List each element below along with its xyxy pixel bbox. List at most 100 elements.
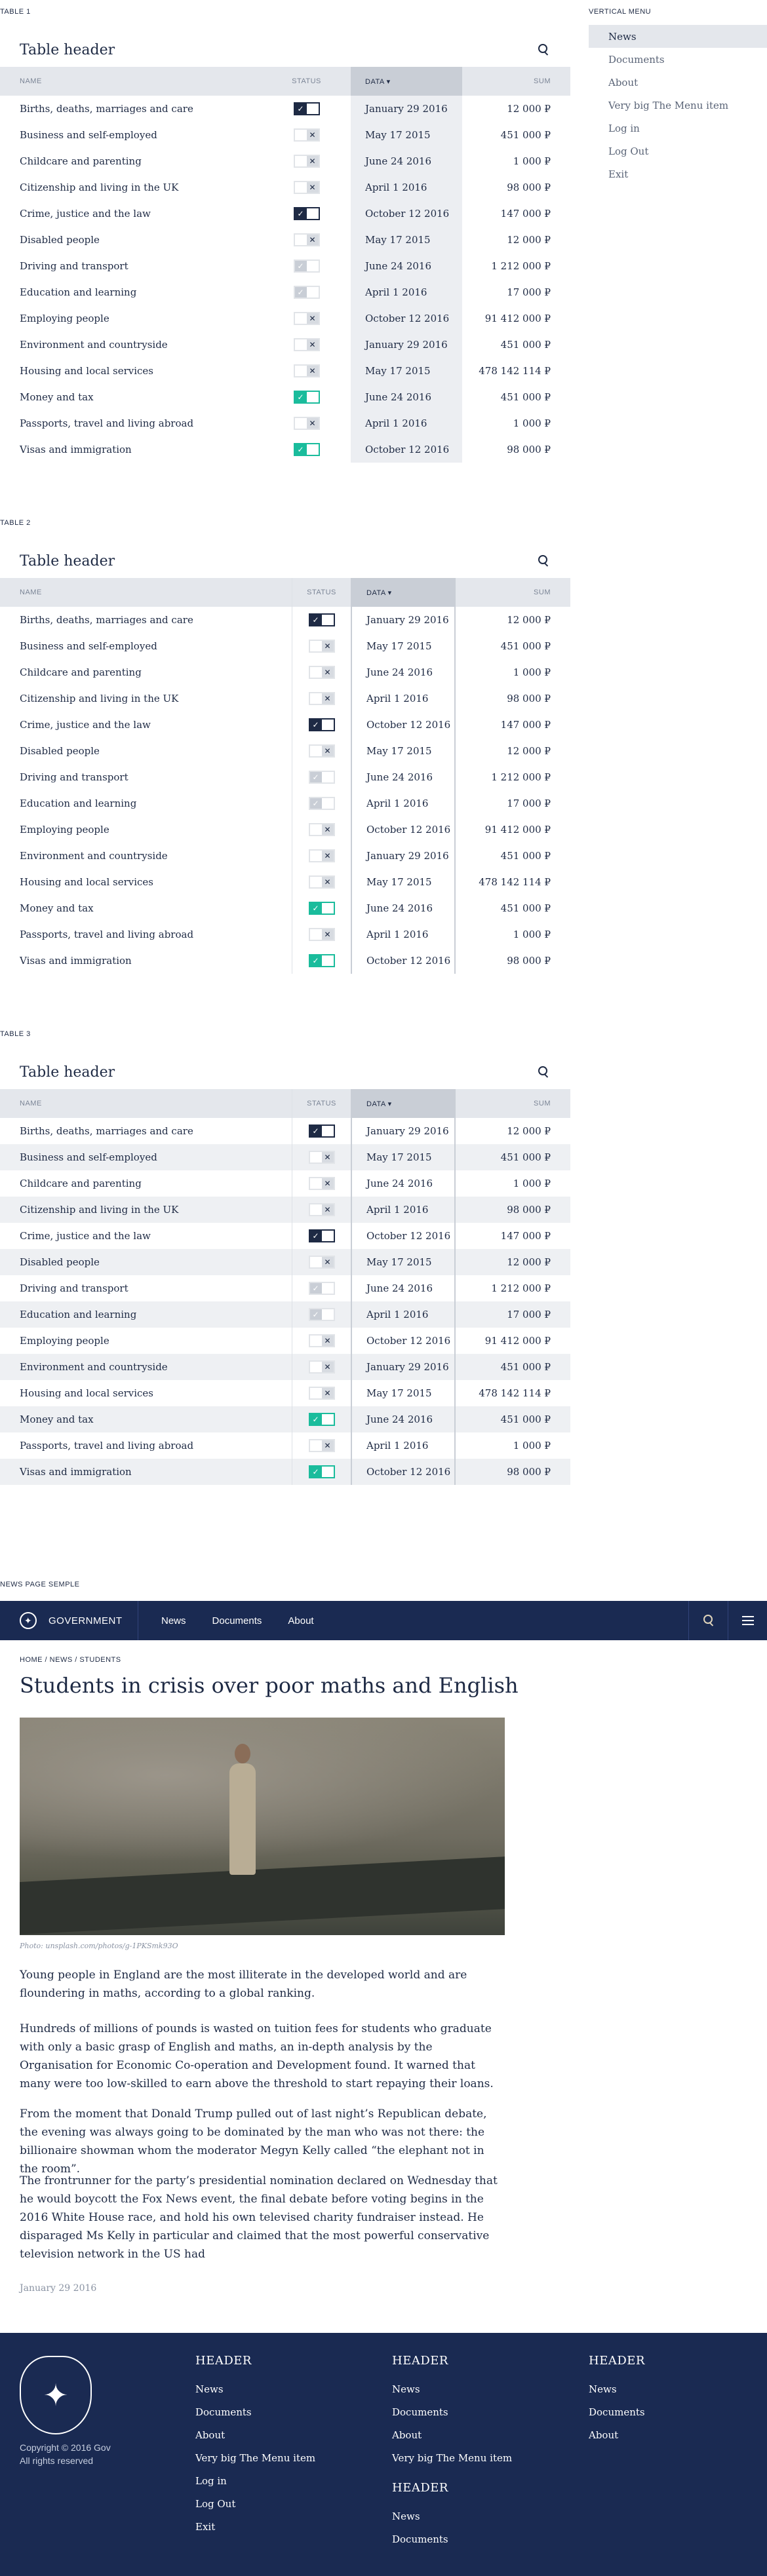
footer-link[interactable]: Documents	[195, 2406, 252, 2418]
status-toggle[interactable]: ✕	[293, 417, 320, 430]
table-row[interactable]: Environment and countryside ✕ January 29 2…	[0, 843, 570, 869]
footer-link[interactable]: Documents	[589, 2406, 645, 2418]
table-row[interactable]: Disabled people ✕ May 17 2015 12 000 ₽	[0, 738, 570, 764]
table-row[interactable]: Business and self-employed ✕ May 17 2015 45…	[0, 122, 570, 148]
table-row[interactable]: Housing and local services ✕ May 17 2015 47…	[0, 358, 570, 384]
status-toggle[interactable]: ✕	[293, 338, 320, 351]
table-row[interactable]: Passports, travel and living abroad ✕ Apri…	[0, 1432, 570, 1459]
table-row[interactable]: Business and self-employed ✕ May 17 2015 45…	[0, 1144, 570, 1170]
status-toggle[interactable]: ✓	[308, 797, 335, 810]
status-toggle[interactable]: ✓	[293, 102, 320, 115]
status-toggle[interactable]: ✕	[293, 155, 320, 168]
table-row[interactable]: Births, deaths, marriages and care ✓ Janua…	[0, 96, 570, 122]
column-header-sum[interactable]: SUM	[534, 588, 551, 596]
column-header-status[interactable]: STATUS	[292, 578, 351, 607]
status-toggle[interactable]: ✓	[308, 954, 335, 967]
status-toggle[interactable]: ✓	[308, 1308, 335, 1321]
status-toggle[interactable]: ✕	[293, 181, 320, 194]
table-row[interactable]: Education and learning ✓ April 1 2016 17 00…	[0, 790, 570, 817]
nav-search-button[interactable]	[688, 1601, 728, 1640]
status-toggle[interactable]: ✕	[308, 744, 335, 758]
footer-link[interactable]: Documents	[392, 2533, 448, 2545]
table-row[interactable]: Disabled people ✕ May 17 2015 12 000 ₽	[0, 227, 570, 253]
table-row[interactable]: Childcare and parenting ✕ June 24 2016 1 00…	[0, 659, 570, 685]
table-row[interactable]: Housing and local services ✕ May 17 2015 47…	[0, 1380, 570, 1406]
search-icon[interactable]	[536, 1065, 551, 1079]
table-row[interactable]: Business and self-employed ✕ May 17 2015 45…	[0, 633, 570, 659]
status-toggle[interactable]: ✕	[308, 928, 335, 941]
status-toggle[interactable]: ✕	[293, 312, 320, 325]
footer-link[interactable]: Exit	[195, 2520, 216, 2533]
table-row[interactable]: Crime, justice and the law ✓ October 12 20…	[0, 201, 570, 227]
footer-link[interactable]: Very big The Menu item	[392, 2451, 513, 2464]
vmenu-item[interactable]: Exit	[608, 168, 629, 180]
table-row[interactable]: Passports, travel and living abroad ✕ Apri…	[0, 410, 570, 436]
vmenu-item[interactable]: Log Out	[608, 145, 649, 157]
column-header-data[interactable]: DATA ▾	[351, 1089, 456, 1118]
table-row[interactable]: Births, deaths, marriages and care ✓ Janua…	[0, 607, 570, 633]
column-header-data[interactable]: DATA ▾	[351, 578, 456, 607]
table-row[interactable]: Childcare and parenting ✕ June 24 2016 1 00…	[0, 1170, 570, 1197]
status-toggle[interactable]: ✓	[293, 260, 320, 273]
status-toggle[interactable]: ✕	[308, 1151, 335, 1164]
footer-link[interactable]: News	[392, 2510, 420, 2522]
status-toggle[interactable]: ✓	[308, 902, 335, 915]
table-row[interactable]: Money and tax ✓ June 24 2016 451 000 ₽	[0, 384, 570, 410]
vmenu-item[interactable]: News	[589, 25, 767, 48]
table-row[interactable]: Citizenship and living in the UK ✕ April 1…	[0, 685, 570, 712]
status-toggle[interactable]: ✓	[308, 1125, 335, 1138]
status-toggle[interactable]: ✓	[308, 1229, 335, 1242]
table-row[interactable]: Passports, travel and living abroad ✕ Apri…	[0, 921, 570, 948]
status-toggle[interactable]: ✕	[308, 1334, 335, 1347]
status-toggle[interactable]: ✓	[308, 1282, 335, 1295]
search-icon[interactable]	[536, 554, 551, 568]
table-row[interactable]: Visas and immigration ✓ October 12 2016 98 …	[0, 436, 570, 463]
table-row[interactable]: Money and tax ✓ June 24 2016 451 000 ₽	[0, 895, 570, 921]
status-toggle[interactable]: ✕	[308, 1256, 335, 1269]
footer-link[interactable]: Very big The Menu item	[195, 2451, 316, 2464]
status-toggle[interactable]: ✕	[293, 128, 320, 142]
status-toggle[interactable]: ✕	[308, 1203, 335, 1216]
footer-link[interactable]: News	[392, 2383, 420, 2395]
table-row[interactable]: Housing and local services ✕ May 17 2015 47…	[0, 869, 570, 895]
column-header-sum[interactable]: SUM	[534, 1100, 551, 1107]
status-toggle[interactable]: ✕	[293, 233, 320, 246]
column-header-data[interactable]: DATA ▾	[351, 67, 462, 96]
table-row[interactable]: Citizenship and living in the UK ✕ April 1…	[0, 174, 570, 201]
footer-link[interactable]: About	[195, 2429, 226, 2441]
table-row[interactable]: Employing people ✕ October 12 2016 91 412 0…	[0, 817, 570, 843]
footer-link[interactable]: Log Out	[195, 2497, 236, 2510]
table-row[interactable]: Employing people ✕ October 12 2016 91 412 0…	[0, 305, 570, 332]
table-row[interactable]: Births, deaths, marriages and care ✓ Janua…	[0, 1118, 570, 1144]
table-row[interactable]: Visas and immigration ✓ October 12 2016 98 …	[0, 1459, 570, 1485]
table-row[interactable]: Crime, justice and the law ✓ October 12 20…	[0, 1223, 570, 1249]
footer-link[interactable]: News	[195, 2383, 224, 2395]
table-row[interactable]: Money and tax ✓ June 24 2016 451 000 ₽	[0, 1406, 570, 1432]
nav-link[interactable]: About	[288, 1615, 314, 1626]
table-row[interactable]: Employing people ✕ October 12 2016 91 412 0…	[0, 1328, 570, 1354]
column-header-status[interactable]: STATUS	[292, 77, 321, 85]
table-row[interactable]: Citizenship and living in the UK ✕ April 1…	[0, 1197, 570, 1223]
vmenu-item[interactable]: Documents	[608, 53, 665, 66]
vmenu-item[interactable]: Log in	[608, 122, 640, 134]
status-toggle[interactable]: ✓	[293, 286, 320, 299]
table-row[interactable]: Education and learning ✓ April 1 2016 17 00…	[0, 1301, 570, 1328]
nav-link[interactable]: News	[161, 1615, 186, 1626]
table-row[interactable]: Disabled people ✕ May 17 2015 12 000 ₽	[0, 1249, 570, 1275]
nav-menu-button[interactable]	[728, 1601, 767, 1640]
column-header-name[interactable]: NAME	[20, 588, 42, 596]
table-row[interactable]: Environment and countryside ✕ January 29 2…	[0, 332, 570, 358]
table-row[interactable]: Visas and immigration ✓ October 12 2016 98 …	[0, 948, 570, 974]
table-row[interactable]: Childcare and parenting ✕ June 24 2016 1 00…	[0, 148, 570, 174]
table-row[interactable]: Crime, justice and the law ✓ October 12 20…	[0, 712, 570, 738]
footer-link[interactable]: News	[589, 2383, 617, 2395]
status-toggle[interactable]: ✕	[308, 1177, 335, 1190]
status-toggle[interactable]: ✓	[308, 1413, 335, 1426]
status-toggle[interactable]: ✓	[308, 613, 335, 626]
status-toggle[interactable]: ✕	[308, 692, 335, 705]
vmenu-item[interactable]: Very big The Menu item	[608, 99, 729, 111]
search-icon[interactable]	[536, 43, 551, 57]
status-toggle[interactable]: ✓	[308, 771, 335, 784]
table-row[interactable]: Driving and transport ✓ June 24 2016 1 212 …	[0, 764, 570, 790]
status-toggle[interactable]: ✕	[308, 1360, 335, 1374]
